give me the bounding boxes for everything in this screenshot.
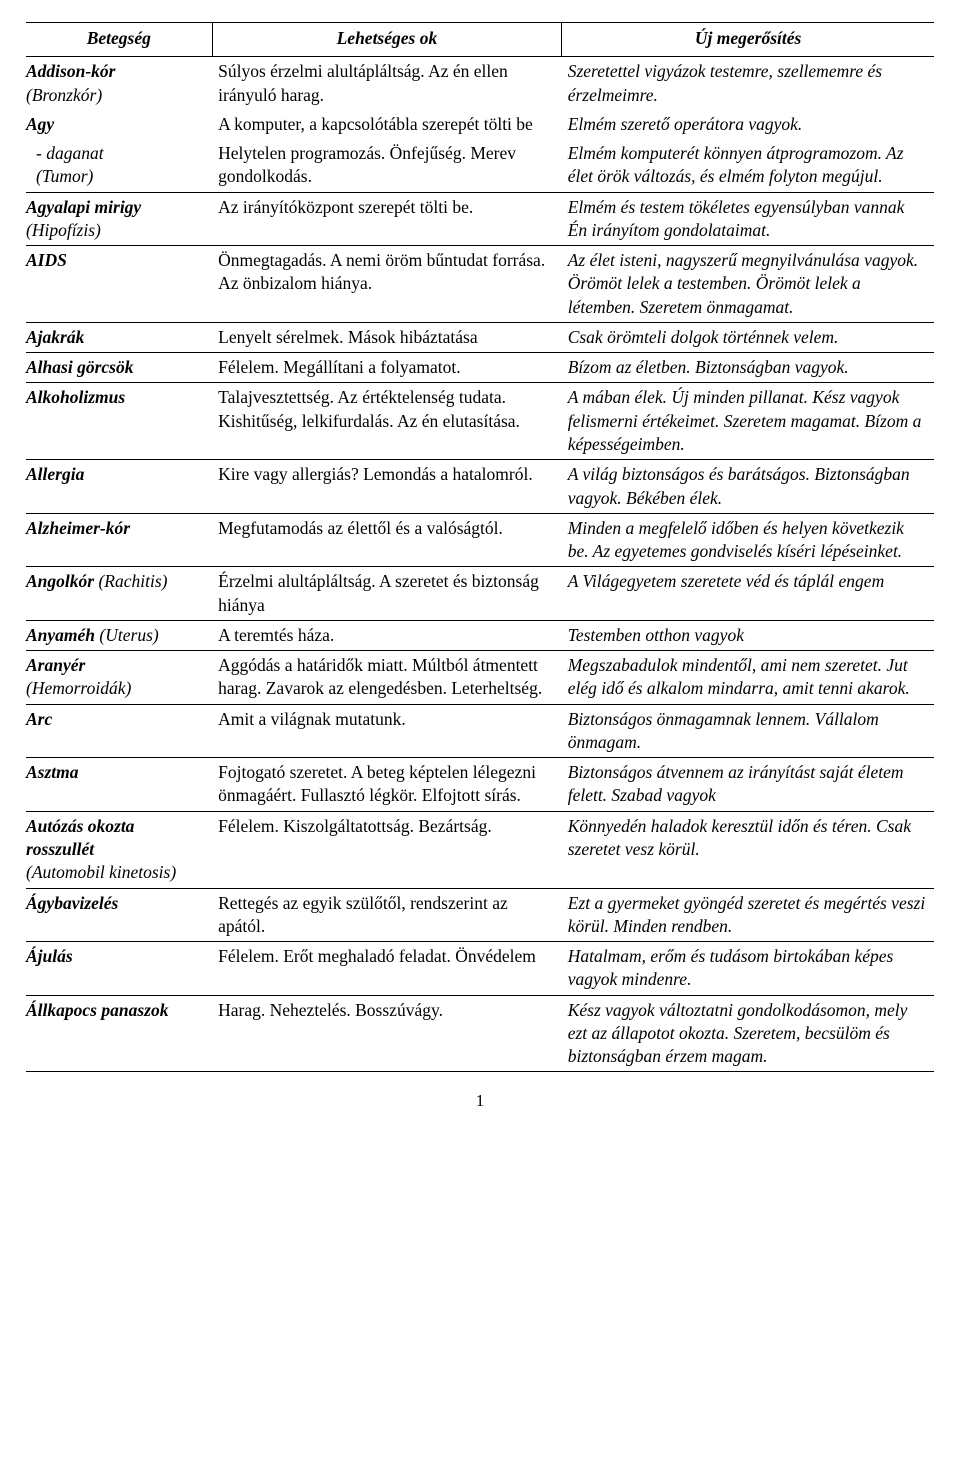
disease-cell: Alkoholizmus (26, 383, 212, 460)
table-row: AgyA komputer, a kapcsolótábla szerepét … (26, 110, 934, 139)
affirmation-cell: A világ biztonságos és barátságos. Bizto… (562, 460, 934, 514)
table-row: ÁgybavizelésRettegés az egyik szülőtől, … (26, 888, 934, 942)
cause-cell: Súlyos érzelmi alultápláltság. Az én ell… (212, 57, 562, 110)
affirmation-cell: Ezt a gyermeket gyöngéd szeretet és megé… (562, 888, 934, 942)
table-row: Addison-kór(Bronzkór)Súlyos érzelmi alul… (26, 57, 934, 110)
affirmation-cell: Bízom az életben. Biztonságban vagyok. (562, 353, 934, 383)
disease-cell: Agy (26, 110, 212, 139)
affirmation-cell: Megszabadulok mindentől, ami nem szerete… (562, 651, 934, 705)
cause-cell: Félelem. Megállítani a folyamatot. (212, 353, 562, 383)
table-row: Autózás okozta rosszullét(Automobil kine… (26, 811, 934, 888)
table-row: Alhasi görcsökFélelem. Megállítani a fol… (26, 353, 934, 383)
cause-cell: Amit a világnak mutatunk. (212, 704, 562, 758)
disease-cell: Asztma (26, 758, 212, 812)
table-row: Aranyér(Hemorroidák)Aggódás a határidők … (26, 651, 934, 705)
table-row: ÁjulásFélelem. Erőt meghaladó feladat. Ö… (26, 942, 934, 996)
header-cause: Lehetséges ok (212, 23, 562, 57)
disease-cell: Angolkór (Rachitis) (26, 567, 212, 621)
disease-cell: Alhasi görcsök (26, 353, 212, 383)
affirmation-cell: Testemben otthon vagyok (562, 620, 934, 650)
cause-cell: Rettegés az egyik szülőtől, rendszerint … (212, 888, 562, 942)
table-row: Anyaméh (Uterus)A teremtés háza.Testembe… (26, 620, 934, 650)
disease-cell: Addison-kór(Bronzkór) (26, 57, 212, 110)
cause-cell: Önmegtagadás. A nemi öröm bűntudat forrá… (212, 246, 562, 323)
disease-cell: Alzheimer-kór (26, 513, 212, 567)
cause-cell: A komputer, a kapcsolótábla szerepét töl… (212, 110, 562, 139)
table-row: AIDSÖnmegtagadás. A nemi öröm bűntudat f… (26, 246, 934, 323)
disease-cell: - daganat(Tumor) (26, 139, 212, 192)
cause-cell: Félelem. Erőt meghaladó feladat. Önvédel… (212, 942, 562, 996)
affirmation-cell: A mában élek. Új minden pillanat. Kész v… (562, 383, 934, 460)
table-row: Állkapocs panaszokHarag. Neheztelés. Bos… (26, 995, 934, 1072)
disease-cell: Autózás okozta rosszullét(Automobil kine… (26, 811, 212, 888)
affirmation-cell: Hatalmam, erőm és tudásom birtokában kép… (562, 942, 934, 996)
disease-cell: Arc (26, 704, 212, 758)
disease-cell: Ajakrák (26, 322, 212, 352)
cause-cell: Érzelmi alultápláltság. A szeretet és bi… (212, 567, 562, 621)
affirmation-cell: Könnyedén haladok keresztül időn és tére… (562, 811, 934, 888)
affirmation-cell: Elmém komputerét könnyen átprogramozom. … (562, 139, 934, 192)
cause-cell: Lenyelt sérelmek. Mások hibáztatása (212, 322, 562, 352)
table-row: Agyalapi mirigy(Hipofízis)Az irányítóköz… (26, 192, 934, 246)
disease-cell: Ájulás (26, 942, 212, 996)
cause-cell: Helytelen programozás. Önfejűség. Merev … (212, 139, 562, 192)
affirmation-cell: Az élet isteni, nagyszerű megnyilvánulás… (562, 246, 934, 323)
cause-cell: Az irányítóközpont szerepét tölti be. (212, 192, 562, 246)
table-row: AjakrákLenyelt sérelmek. Mások hibáztatá… (26, 322, 934, 352)
affirmation-cell: A Világegyetem szeretete véd és táplál e… (562, 567, 934, 621)
cause-cell: Megfutamodás az élettől és a valóságtól. (212, 513, 562, 567)
disease-cell: Agyalapi mirigy(Hipofízis) (26, 192, 212, 246)
affirmation-cell: Elmém és testem tökéletes egyensúlyban v… (562, 192, 934, 246)
cause-cell: A teremtés háza. (212, 620, 562, 650)
table-row: AllergiaKire vagy allergiás? Lemondás a … (26, 460, 934, 514)
header-disease: Betegség (26, 23, 212, 57)
symptom-table: Betegség Lehetséges ok Új megerősítés Ad… (26, 22, 934, 1072)
disease-cell: Állkapocs panaszok (26, 995, 212, 1072)
header-row: Betegség Lehetséges ok Új megerősítés (26, 23, 934, 57)
disease-cell: AIDS (26, 246, 212, 323)
table-row: ArcAmit a világnak mutatunk.Biztonságos … (26, 704, 934, 758)
affirmation-cell: Biztonságos átvennem az irányítást saját… (562, 758, 934, 812)
disease-cell: Aranyér(Hemorroidák) (26, 651, 212, 705)
affirmation-cell: Minden a megfelelő időben és helyen köve… (562, 513, 934, 567)
table-row: Angolkór (Rachitis)Érzelmi alultápláltsá… (26, 567, 934, 621)
cause-cell: Kire vagy allergiás? Lemondás a hatalomr… (212, 460, 562, 514)
disease-cell: Anyaméh (Uterus) (26, 620, 212, 650)
affirmation-cell: Kész vagyok változtatni gondolkodásomon,… (562, 995, 934, 1072)
disease-cell: Ágybavizelés (26, 888, 212, 942)
cause-cell: Fojtogató szeretet. A beteg képtelen lél… (212, 758, 562, 812)
affirmation-cell: Csak örömteli dolgok történnek velem. (562, 322, 934, 352)
affirmation-cell: Szeretettel vigyázok testemre, szellemem… (562, 57, 934, 110)
affirmation-cell: Elmém szerető operátora vagyok. (562, 110, 934, 139)
page-number: 1 (26, 1090, 934, 1113)
table-row: - daganat(Tumor)Helytelen programozás. Ö… (26, 139, 934, 192)
cause-cell: Aggódás a határidők miatt. Múltból átmen… (212, 651, 562, 705)
header-affirm: Új megerősítés (562, 23, 934, 57)
table-row: AlkoholizmusTalajvesztettség. Az értékte… (26, 383, 934, 460)
table-row: Alzheimer-kórMegfutamodás az élettől és … (26, 513, 934, 567)
cause-cell: Félelem. Kiszolgáltatottság. Bezártság. (212, 811, 562, 888)
table-row: AsztmaFojtogató szeretet. A beteg képtel… (26, 758, 934, 812)
cause-cell: Talajvesztettség. Az értéktelenség tudat… (212, 383, 562, 460)
cause-cell: Harag. Neheztelés. Bosszúvágy. (212, 995, 562, 1072)
affirmation-cell: Biztonságos önmagamnak lennem. Vállalom … (562, 704, 934, 758)
disease-cell: Allergia (26, 460, 212, 514)
